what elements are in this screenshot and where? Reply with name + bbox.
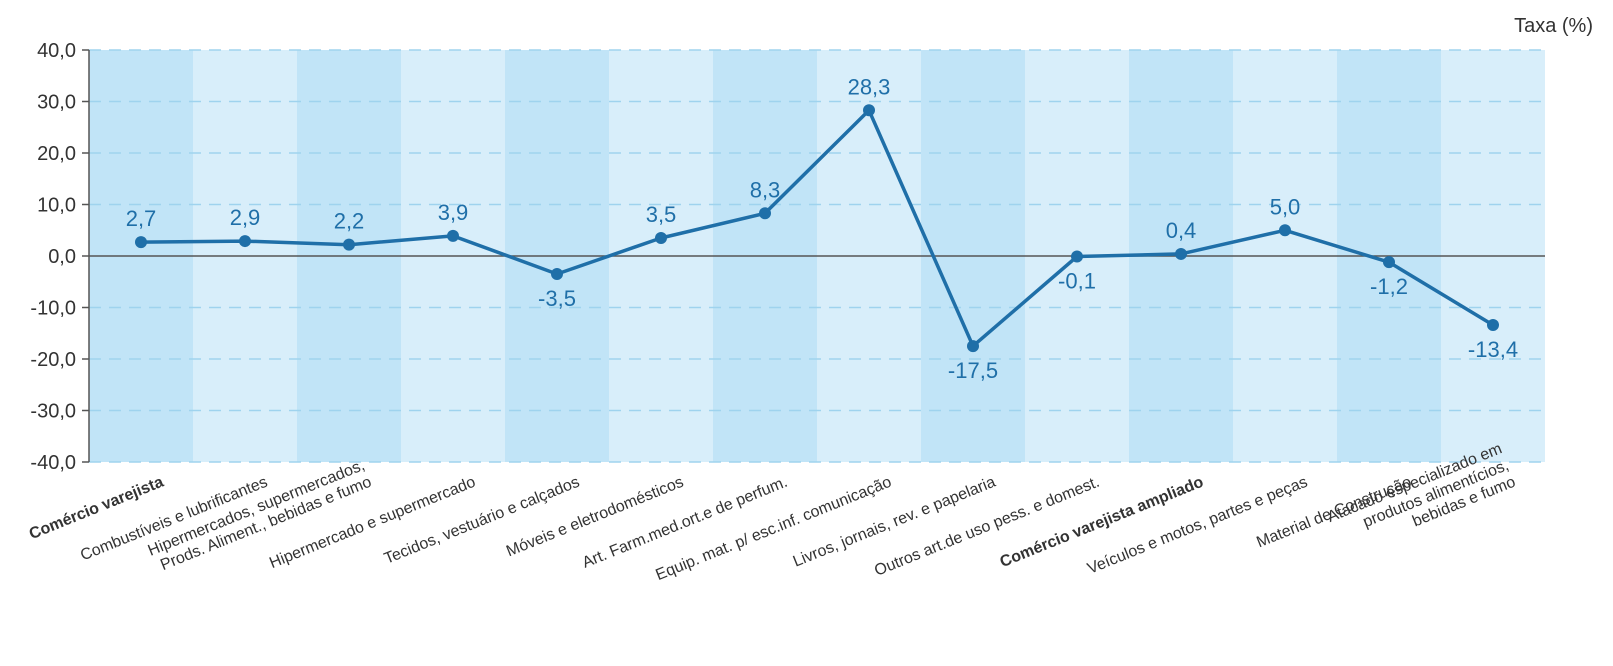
- y-tick-label: 10,0: [37, 195, 76, 217]
- data-point: [863, 104, 875, 117]
- y-tick-label: 20,0: [37, 143, 76, 165]
- data-label: 0,4: [1166, 218, 1197, 243]
- y-tick-label: 30,0: [37, 92, 76, 114]
- y-axis-ticks: 40,0 30,0 20,0 10,0 0,0 -10,0 -20,0 -30,0 -40,0: [30, 40, 89, 474]
- data-label: -1,2: [1370, 274, 1408, 299]
- data-point: [1071, 250, 1083, 263]
- data-point: [135, 236, 147, 249]
- data-point: [343, 238, 355, 251]
- data-labels: 2,7 2,9 2,2 3,9 -3,5 3,5 8,3 28,3 -17,5 -0,1 0,4 5,…: [126, 74, 1518, 383]
- data-series: [135, 104, 1499, 353]
- data-point: [1279, 224, 1291, 237]
- data-point: [1487, 319, 1499, 332]
- data-point: [655, 231, 667, 244]
- data-label: -13,4: [1468, 337, 1518, 362]
- y-tick-label: 40,0: [37, 40, 76, 62]
- data-label: 3,5: [646, 202, 677, 227]
- y-tick-label: 0,0: [48, 246, 76, 268]
- series-line: [140, 108, 1494, 348]
- data-point: [239, 235, 251, 248]
- unit-label: Taxa (%): [1514, 15, 1593, 37]
- data-label: -17,5: [948, 358, 998, 383]
- data-label: 2,2: [334, 209, 365, 234]
- data-point: [759, 207, 771, 220]
- data-label: 3,9: [438, 200, 469, 225]
- y-tick-label: -40,0: [30, 452, 76, 474]
- data-label: -3,5: [538, 286, 576, 311]
- data-point: [1383, 256, 1395, 269]
- data-point: [551, 268, 563, 281]
- data-label: 2,9: [230, 205, 261, 230]
- y-tick-label: -20,0: [30, 349, 76, 371]
- data-point: [967, 340, 979, 353]
- data-label: -0,1: [1058, 269, 1096, 294]
- y-tick-label: -30,0: [30, 401, 76, 423]
- data-label: 28,3: [848, 74, 891, 99]
- data-label: 8,3: [750, 177, 781, 202]
- grid-lines: [89, 49, 1545, 463]
- data-label: 5,0: [1270, 194, 1301, 219]
- y-tick-label: -10,0: [30, 298, 76, 320]
- data-point: [1175, 247, 1187, 260]
- data-label: 2,7: [126, 206, 157, 231]
- data-point: [447, 229, 459, 242]
- x-category-label: Móveis e eletrodomésticos: [504, 474, 686, 561]
- x-category-label: Tecidos, vestuário e calçados: [382, 474, 582, 568]
